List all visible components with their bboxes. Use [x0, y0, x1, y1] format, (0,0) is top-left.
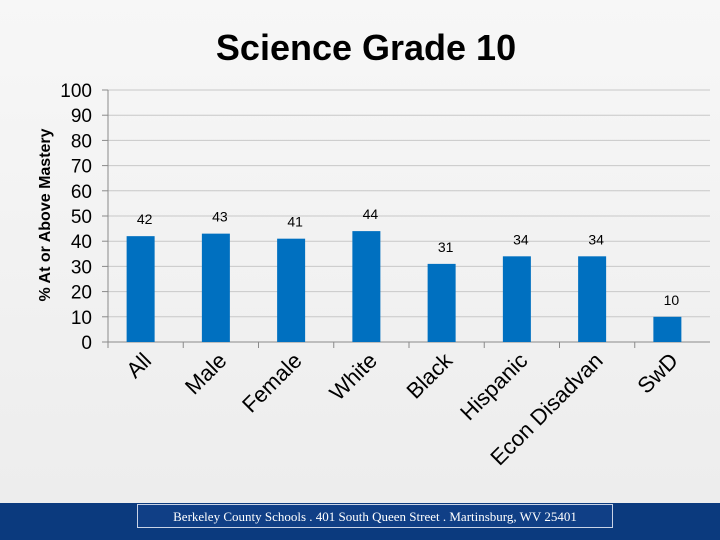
bars — [126, 231, 682, 342]
y-tick-label: 20 — [71, 283, 92, 304]
x-tick-label: Male — [180, 348, 231, 399]
y-tick-label: 10 — [71, 308, 92, 329]
bar — [201, 233, 230, 342]
bar — [653, 316, 682, 342]
chart-title: Science Grade 10 — [216, 27, 516, 68]
y-tick-labels: 0 10 20 30 40 50 60 70 80 90 100 — [60, 81, 92, 354]
x-tick-label: Hispanic — [455, 348, 532, 425]
y-tick-label: 80 — [71, 131, 92, 152]
y-tick-label: 30 — [71, 257, 92, 278]
y-tick-label: 0 — [81, 333, 92, 354]
y-tick-label: 90 — [71, 106, 92, 127]
data-labels: 42 43 41 44 31 34 34 10 — [137, 206, 680, 308]
data-label: 44 — [363, 206, 379, 222]
y-tick-label: 50 — [71, 207, 92, 228]
y-tick-label: 100 — [60, 81, 92, 102]
x-tick-label: All — [121, 348, 156, 383]
x-tick-label: White — [324, 348, 381, 405]
bar — [427, 263, 456, 342]
bar — [502, 256, 531, 342]
x-tick-label: Black — [401, 347, 457, 403]
data-label: 34 — [588, 231, 604, 247]
data-label: 10 — [664, 292, 680, 308]
y-tick-label: 40 — [71, 232, 92, 253]
bar — [352, 231, 381, 342]
data-label: 41 — [287, 214, 303, 230]
data-label: 43 — [212, 209, 228, 225]
bar — [578, 256, 607, 342]
y-axis-label: % At or Above Mastery — [37, 128, 54, 301]
x-tick-label: Female — [237, 348, 307, 418]
y-tick-label: 60 — [71, 182, 92, 203]
footer-address: Berkeley County Schools . 401 South Quee… — [137, 504, 613, 528]
bar — [277, 238, 306, 342]
data-label: 34 — [513, 231, 529, 247]
bar — [126, 236, 155, 342]
gridlines — [102, 89, 710, 348]
bar-chart: Science Grade 10 % At or Above Mastery 0… — [37, 27, 710, 470]
y-tick-label: 70 — [71, 157, 92, 178]
x-tick-label: SwD — [632, 348, 683, 399]
data-label: 42 — [137, 211, 153, 227]
data-label: 31 — [438, 239, 454, 255]
